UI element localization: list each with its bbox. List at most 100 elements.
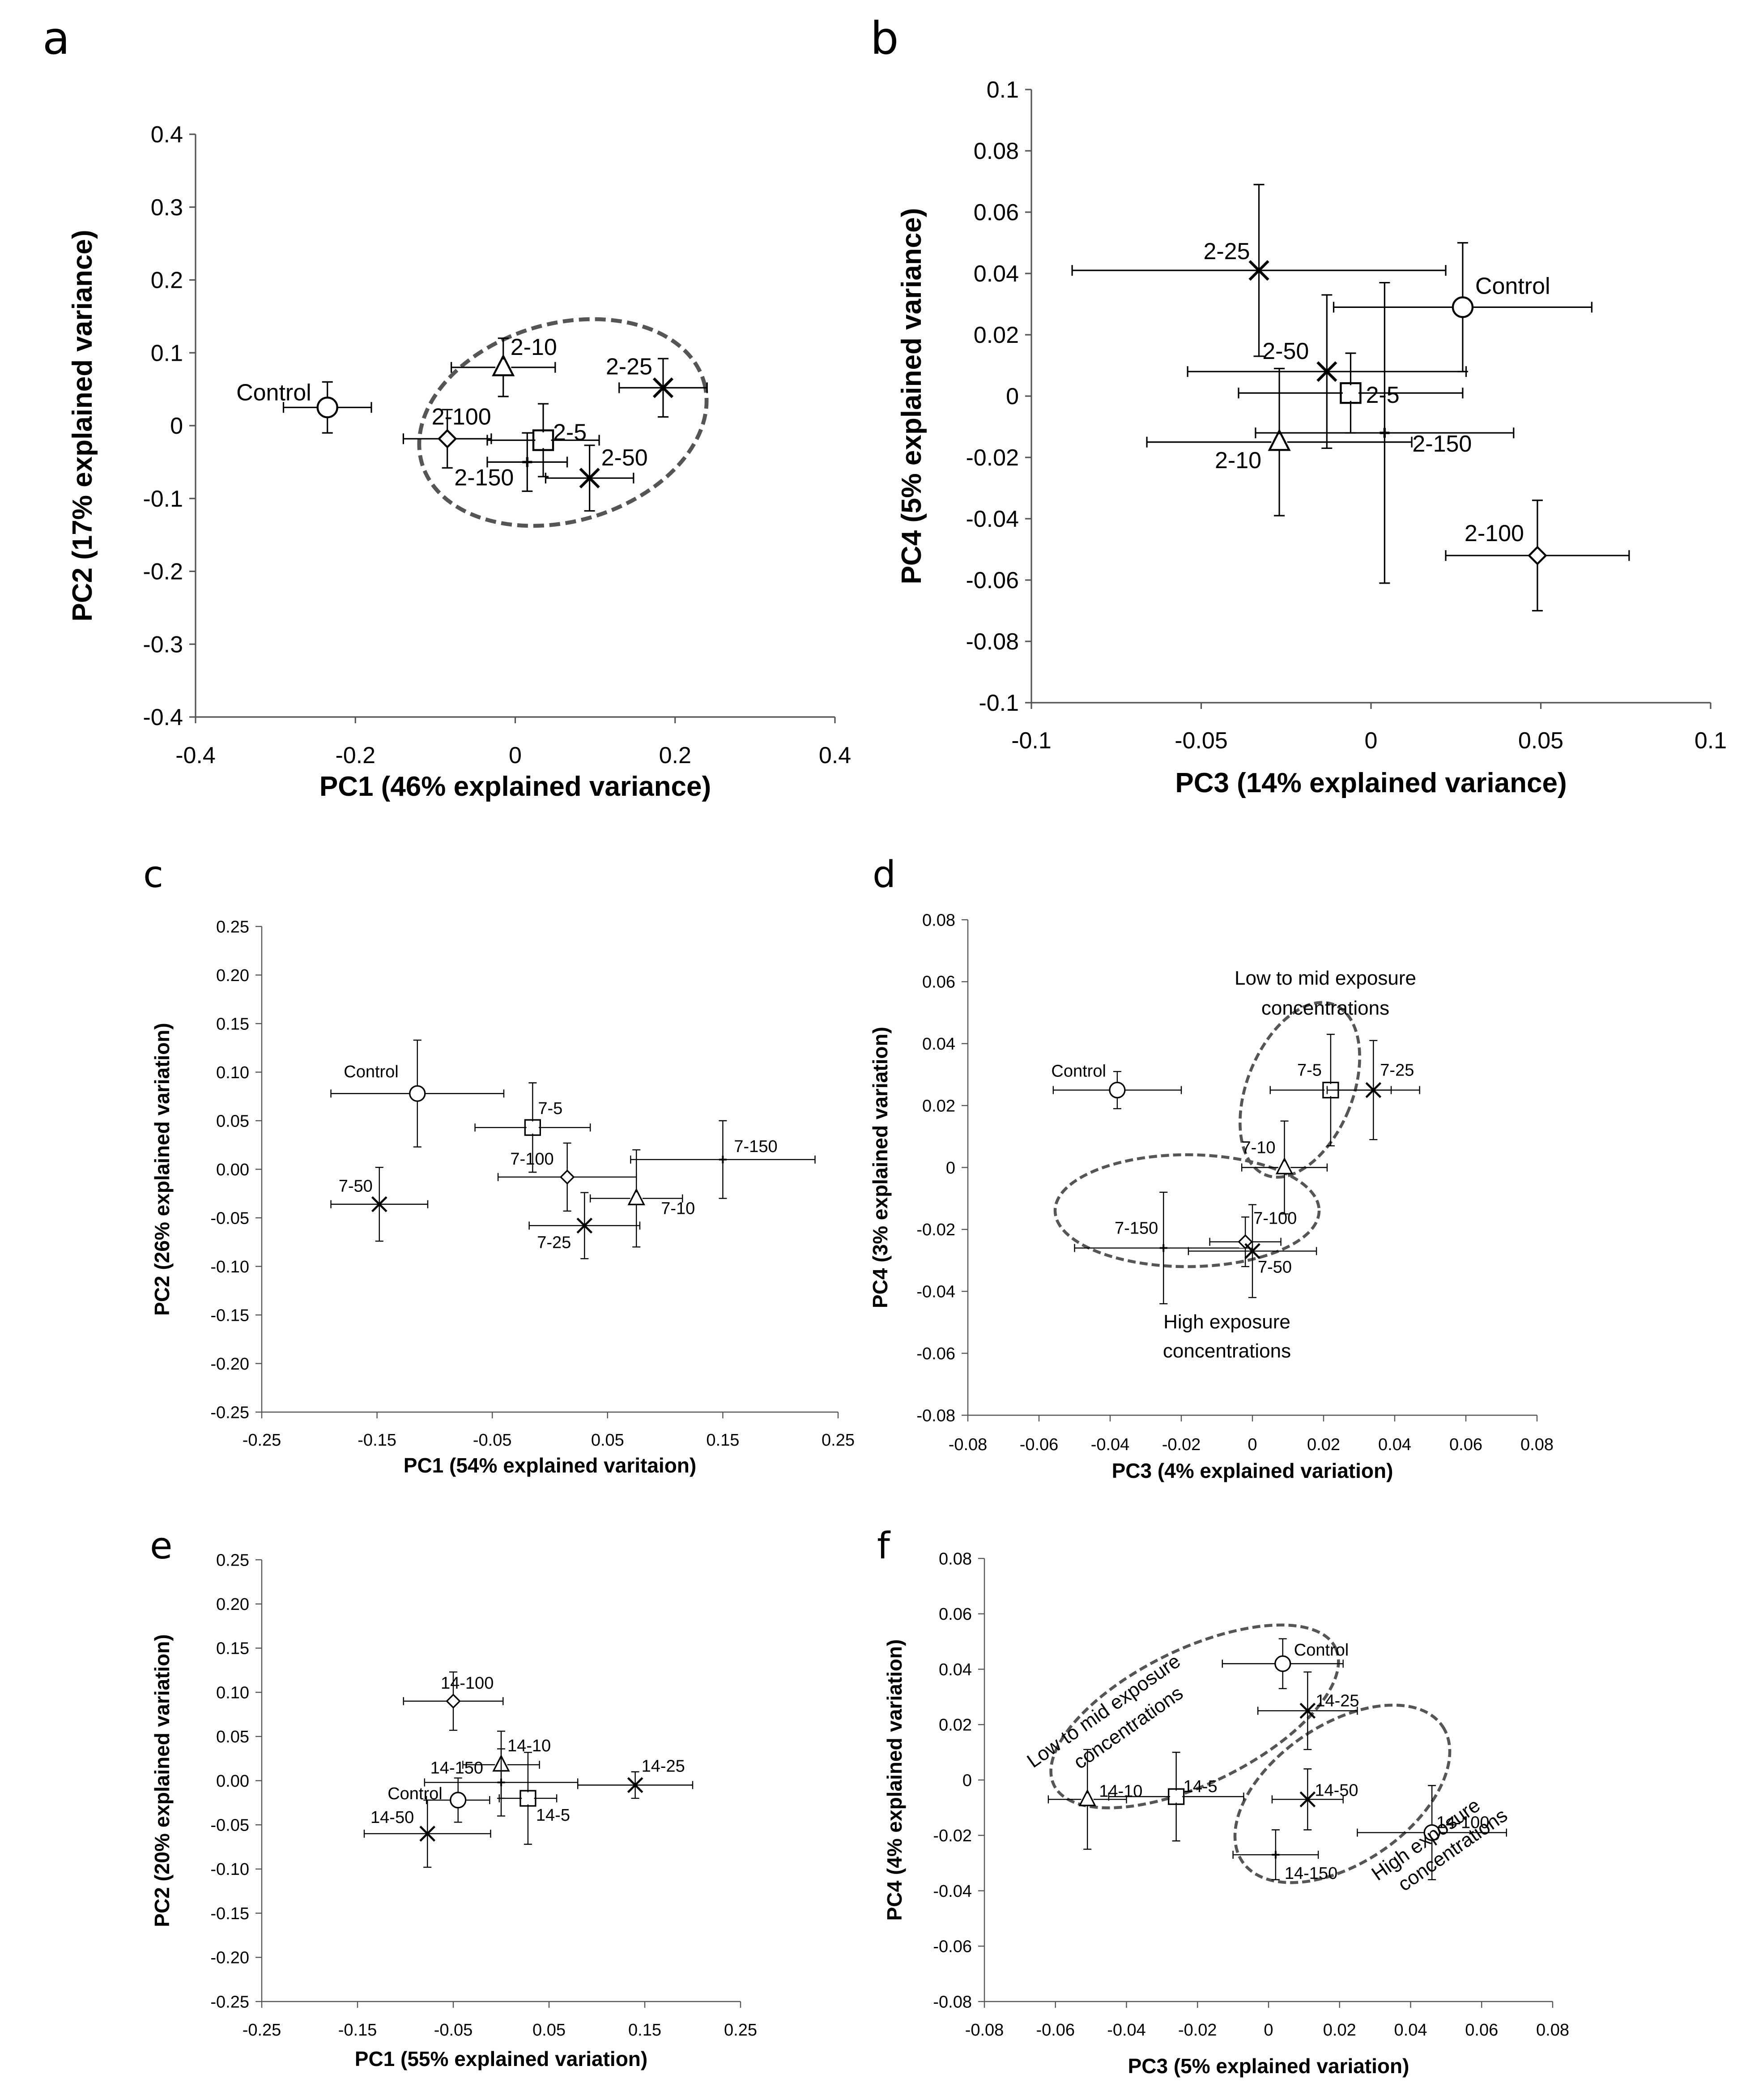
data-point[interactable]: 14-150 xyxy=(1232,1829,1338,1883)
marker-backing xyxy=(1529,547,1546,563)
y-tick-label: 0.4 xyxy=(151,122,183,148)
data-point[interactable]: 14-5 xyxy=(498,1752,570,1845)
point-label: 14-50 xyxy=(1315,1781,1358,1800)
marker-backing xyxy=(1170,1790,1183,1803)
data-point[interactable]: 7-25 xyxy=(1326,1040,1420,1140)
data-point[interactable]: Control xyxy=(1333,242,1592,372)
data-point[interactable]: 2-25 xyxy=(606,354,708,418)
y-tick-label: 0 xyxy=(946,1159,955,1178)
data-point[interactable]: 2-150 xyxy=(454,432,568,492)
data-point[interactable]: 14-50 xyxy=(1271,1768,1358,1831)
x-tick-label: -0.04 xyxy=(1107,2021,1146,2040)
x-tick-label: -0.25 xyxy=(243,2021,281,2040)
data-point[interactable]: 7-100 xyxy=(497,1142,637,1212)
marker-backing xyxy=(1424,1825,1440,1840)
y-tick-label: 0.08 xyxy=(939,1549,972,1568)
y-tick-label: -0.04 xyxy=(966,506,1019,532)
marker-backing xyxy=(450,1792,466,1808)
data-point[interactable]: 7-10 xyxy=(589,1149,695,1248)
y-tick-label: -0.1 xyxy=(143,486,183,512)
marker-diamond xyxy=(446,1694,461,1709)
data-point[interactable]: 7-25 xyxy=(528,1192,641,1259)
data-point[interactable]: 14-25 xyxy=(1257,1671,1359,1750)
marker-backing xyxy=(1275,1656,1290,1672)
group-annotation: concentrations xyxy=(1163,1340,1291,1362)
data-point[interactable]: 14-25 xyxy=(577,1757,694,1799)
x-axis-title: PC3 (14% explained variance) xyxy=(1175,768,1567,798)
data-point[interactable]: 2-25 xyxy=(1071,184,1447,357)
data-point[interactable]: Control xyxy=(387,1777,490,1823)
point-label: 7-5 xyxy=(1297,1061,1322,1080)
x-tick-label: -0.04 xyxy=(1091,1435,1130,1454)
x-tick-label: 0.15 xyxy=(706,1431,739,1450)
point-label: 7-150 xyxy=(1115,1219,1158,1238)
data-point[interactable]: Control xyxy=(1222,1638,1349,1690)
data-point[interactable]: 2-10 xyxy=(450,334,557,397)
point-label: 14-100 xyxy=(1436,1814,1489,1832)
panel-e: e -0.25 -0.15 -0.05 0.05 0.15 0.25 -0.25 -0.20 -0… xyxy=(150,1525,757,2070)
data-point[interactable]: 7-50 xyxy=(330,1166,429,1242)
x-tick-label: 0.1 xyxy=(1695,728,1727,754)
data-point[interactable]: Control xyxy=(1051,1062,1182,1110)
point-label: Control xyxy=(1294,1641,1349,1660)
point-label: Control xyxy=(344,1063,399,1081)
point-label: 14-50 xyxy=(370,1808,414,1827)
panel-letter: b xyxy=(870,12,898,64)
y-tick-label: 0.2 xyxy=(151,268,183,294)
y-tick-label: 0.08 xyxy=(922,911,955,930)
data-point[interactable]: 2-100 xyxy=(402,404,492,469)
marker-circle xyxy=(450,1792,467,1809)
marker-x-stroke xyxy=(419,1826,436,1842)
data-point[interactable]: Control xyxy=(330,1039,505,1148)
data-point[interactable]: 7-10 xyxy=(1241,1120,1328,1215)
point-label: Control xyxy=(1475,273,1550,299)
x-tick-label: 0 xyxy=(1264,2021,1273,2040)
data-point[interactable]: 14-10 xyxy=(1047,1749,1143,1850)
panel-letter: f xyxy=(877,1525,891,1567)
x-tick-label: 0 xyxy=(509,743,522,768)
data-point[interactable]: 2-150 xyxy=(1255,282,1515,584)
grouping-ellipse xyxy=(1239,1001,1361,1179)
point-label: 7-100 xyxy=(510,1150,554,1169)
y-tick-label: -0.06 xyxy=(966,568,1019,593)
point-label: 14-5 xyxy=(1184,1777,1218,1796)
point-label: Control xyxy=(1051,1062,1106,1081)
point-label: 14-25 xyxy=(642,1757,685,1776)
data-point[interactable]: 2-5 xyxy=(486,403,600,478)
point-label: 14-100 xyxy=(441,1674,494,1693)
data-point[interactable]: Control xyxy=(236,380,372,434)
data-point[interactable]: 14-5 xyxy=(1108,1751,1244,1842)
point-label: Control xyxy=(236,380,311,405)
data-point[interactable]: 2-50 xyxy=(1187,294,1467,449)
y-tick-label: 0.04 xyxy=(974,261,1019,287)
marker-x-stroke xyxy=(371,1196,387,1212)
marker-x-stroke xyxy=(1248,260,1269,281)
marker-diamond xyxy=(1238,1234,1253,1250)
marker-x-stroke xyxy=(652,377,674,398)
data-point[interactable]: 14-50 xyxy=(363,1799,491,1868)
y-tick-label: 0.05 xyxy=(216,1112,249,1131)
data-point[interactable]: 2-5 xyxy=(1238,352,1464,434)
data-point[interactable]: 2-50 xyxy=(545,444,648,512)
data-point[interactable]: 7-150 xyxy=(630,1120,816,1199)
panel-b: b -0.1 -0.05 0 0.05 0.1 -0.1 -0.08 -0.06 -0.04 -0.… xyxy=(870,12,1727,798)
y-tick-label: -0.15 xyxy=(210,1904,249,1923)
data-point[interactable]: 7-50 xyxy=(1188,1204,1317,1298)
marker-circle xyxy=(1109,1081,1126,1099)
y-tick-label: 0.15 xyxy=(216,1639,249,1658)
data-point[interactable]: 7-5 xyxy=(474,1082,591,1173)
y-tick-label: 0.02 xyxy=(922,1097,955,1115)
y-tick-label: 0.02 xyxy=(974,322,1019,348)
marker-backing xyxy=(1239,1235,1252,1248)
data-point[interactable]: 2-10 xyxy=(1146,367,1413,516)
x-tick-label: -0.02 xyxy=(1162,1435,1201,1454)
y-tick-label: 0 xyxy=(170,413,183,439)
data-point[interactable]: 14-150 xyxy=(424,1748,579,1817)
data-point[interactable]: 14-100 xyxy=(1357,1785,1507,1880)
data-point[interactable]: 14-100 xyxy=(403,1671,504,1731)
data-point[interactable]: 7-150 xyxy=(1074,1191,1253,1305)
data-point[interactable]: 2-100 xyxy=(1445,499,1630,612)
x-tick-label: -0.05 xyxy=(473,1431,512,1450)
x-tick-label: 0.4 xyxy=(819,743,851,768)
x-axis-title: PC1 (55% explained variation) xyxy=(355,2047,647,2070)
